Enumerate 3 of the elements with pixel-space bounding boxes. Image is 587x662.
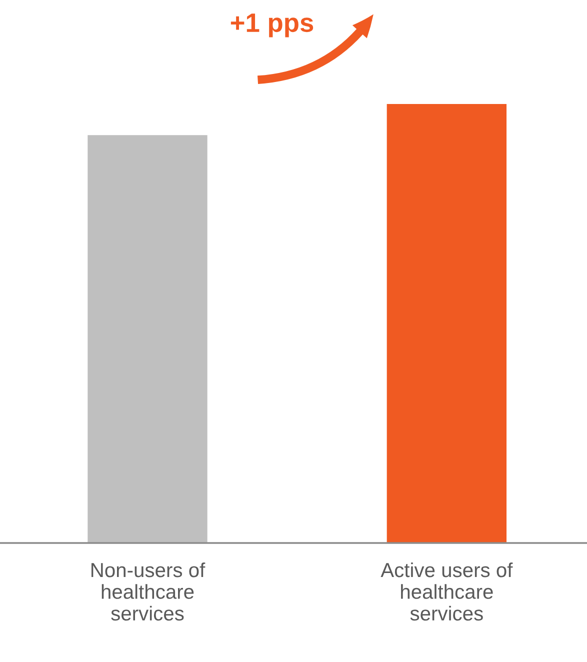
- x-tick-label: Active users of healthcare services: [380, 562, 513, 621]
- x-tick-label: Non-users of healthcare services: [92, 562, 206, 621]
- text: +1 pps: [230, 14, 314, 38]
